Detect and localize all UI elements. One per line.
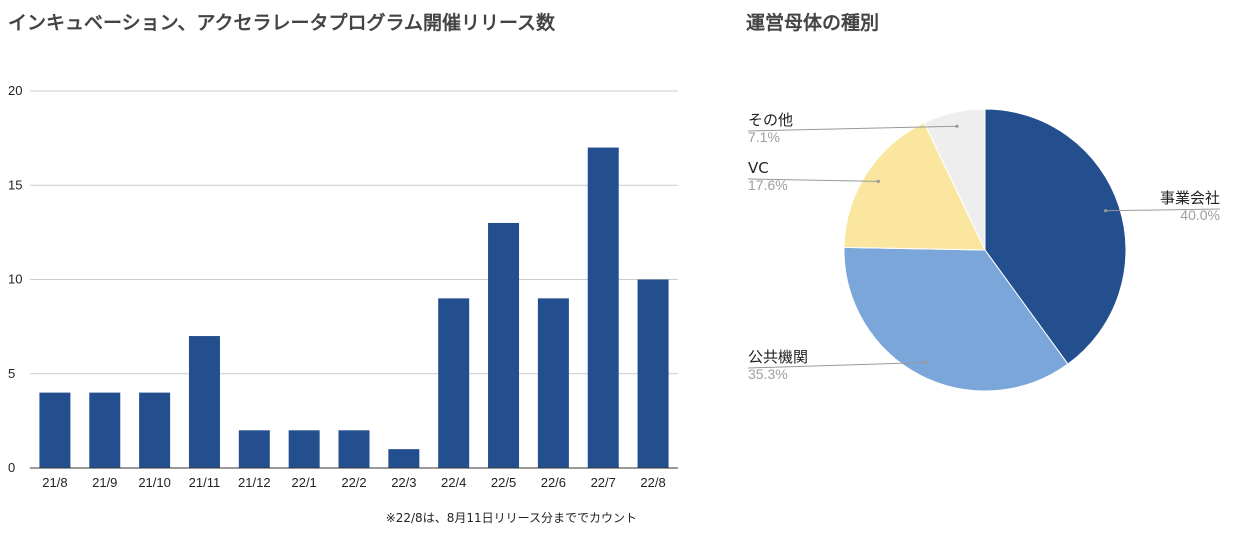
slice-percent-label: 35.3%	[748, 366, 788, 382]
x-tick-label: 21/12	[238, 475, 271, 490]
bar-chart-footnote: ※22/8は、8月11日リリース分まででカウント	[386, 511, 637, 525]
bar	[438, 298, 470, 468]
bar	[238, 430, 270, 468]
x-tick-label: 21/9	[92, 475, 117, 490]
pie-slice	[923, 108, 986, 251]
bar	[537, 298, 569, 468]
x-tick-label: 22/3	[391, 475, 416, 490]
bar	[637, 279, 669, 468]
slice-percent-label: 40.0%	[1180, 207, 1220, 223]
slice-label: その他	[748, 111, 793, 129]
x-tick-label: 22/5	[491, 475, 516, 490]
pie-chart-title: 運営母体の種別	[746, 11, 879, 34]
y-tick-label: 0	[8, 460, 15, 475]
leader-line	[747, 362, 927, 369]
slice-label: 事業会社	[1160, 189, 1220, 207]
leader-line	[1105, 208, 1221, 212]
slice-percent-label: 7.1%	[748, 129, 780, 145]
leader-line	[747, 125, 957, 132]
pie-slice	[843, 246, 1069, 392]
y-tick-label: 20	[8, 83, 22, 98]
bar	[388, 449, 420, 468]
bar	[89, 392, 121, 468]
y-tick-label: 5	[8, 366, 15, 381]
bar	[338, 430, 370, 468]
pie-slice	[984, 108, 1127, 365]
bar	[188, 336, 220, 468]
y-tick-label: 15	[8, 177, 22, 192]
bar	[139, 392, 171, 468]
y-tick-label: 10	[8, 272, 22, 287]
slice-label: VC	[748, 159, 769, 177]
leader-dot	[876, 179, 880, 183]
x-tick-label: 22/6	[541, 475, 566, 490]
x-tick-label: 22/4	[441, 475, 466, 490]
pie-chart-slices	[843, 108, 1127, 392]
x-tick-label: 22/8	[640, 475, 665, 490]
x-tick-label: 21/11	[189, 475, 221, 490]
slice-percent-label: 17.6%	[748, 177, 788, 193]
bar	[488, 222, 520, 468]
bar-chart-x-ticks: 21/8 21/9 21/10 21/11 21/12 22/1 22/2 22/3 22/4 2…	[42, 475, 665, 490]
leader-line	[747, 178, 879, 182]
x-tick-label: 21/8	[42, 475, 67, 490]
bar-chart-y-ticks: 0 5 10 15 20	[8, 83, 22, 475]
x-tick-label: 22/7	[591, 475, 616, 490]
pie-slice	[843, 122, 986, 251]
bar	[39, 392, 71, 468]
bar-chart-gridlines	[30, 90, 678, 375]
bar	[288, 430, 320, 468]
x-tick-label: 22/2	[341, 475, 366, 490]
bar-chart-title: インキュベーション、アクセラレータプログラム開催リリース数	[8, 11, 556, 34]
x-tick-label: 22/1	[291, 475, 316, 490]
slice-label: 公共機関	[748, 348, 808, 366]
bar-chart: インキュベーション、アクセラレータプログラム開催リリース数 0 5 10 15 20 2…	[8, 11, 678, 525]
x-tick-label: 21/10	[138, 475, 171, 490]
bar-chart-bars	[39, 147, 669, 469]
bar	[587, 147, 619, 469]
